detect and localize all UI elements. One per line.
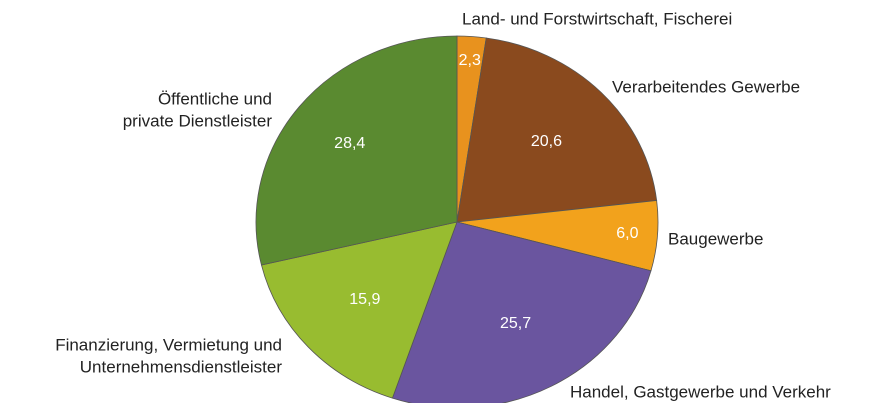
value-label: 25,7 xyxy=(500,315,531,332)
value-label: 6,0 xyxy=(616,225,638,242)
value-label: 15,9 xyxy=(349,291,380,308)
category-label: Unternehmensdienstleister xyxy=(80,357,283,376)
value-label: 28,4 xyxy=(334,135,365,152)
category-label: Finanzierung, Vermietung und xyxy=(55,335,282,354)
category-label: Handel, Gastgewerbe und Verkehr xyxy=(570,382,831,401)
category-label: Land- und Forstwirtschaft, Fischerei xyxy=(462,9,732,28)
value-label: 2,3 xyxy=(459,52,481,69)
category-label: Baugewerbe xyxy=(668,229,763,248)
pie-slice xyxy=(456,37,658,223)
category-label: Öffentliche und xyxy=(158,89,272,108)
category-label: private Dienstleister xyxy=(123,111,273,130)
pie-slice xyxy=(391,221,652,403)
pie-slice xyxy=(255,35,458,266)
category-label: Verarbeitendes Gewerbe xyxy=(612,77,800,96)
value-label: 20,6 xyxy=(531,133,562,150)
pie-slice xyxy=(260,221,458,399)
